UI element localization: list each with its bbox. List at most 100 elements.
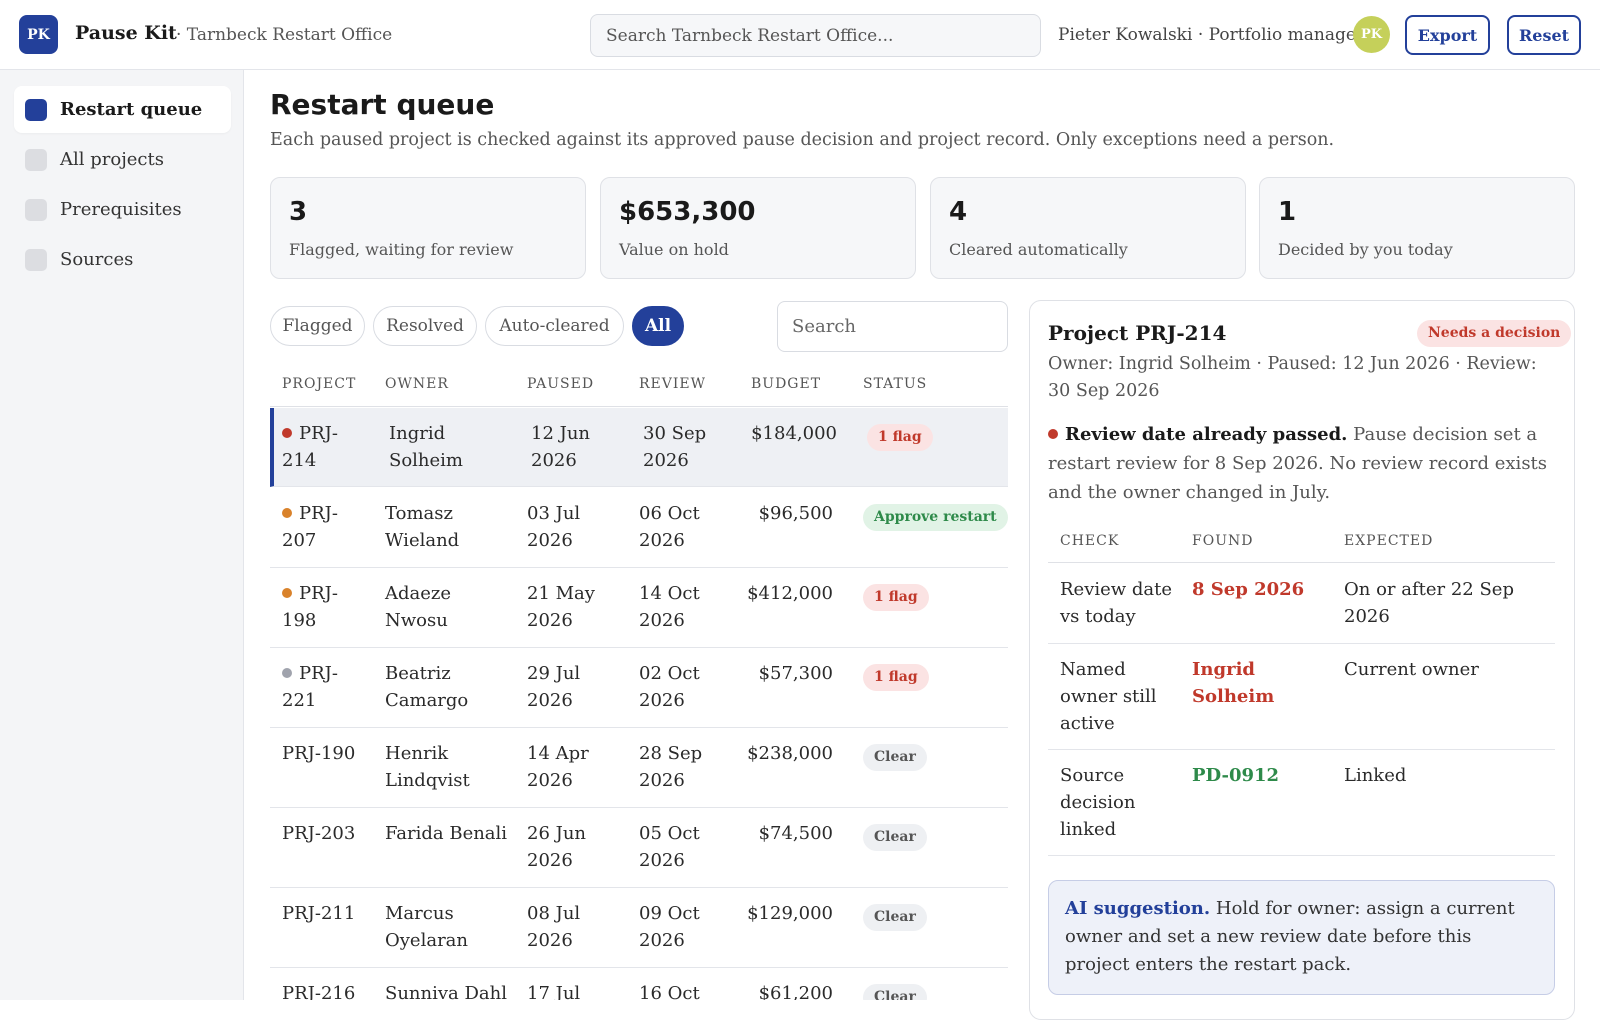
review-date: 30 Sep 2026 (643, 423, 707, 471)
column-header-check: CHECK (1060, 533, 1120, 549)
budget-value: $61,200 (758, 983, 833, 1000)
checks-table-header: CHECK FOUND EXPECTED (1048, 533, 1555, 563)
project-id: PRJ-221 (282, 663, 338, 711)
column-header-paused[interactable]: PAUSED (527, 376, 595, 392)
owner-name: Marcus Oyelaran (385, 903, 468, 951)
status-badge: 1 flag (867, 424, 933, 451)
table-row[interactable]: PRJ-216 Sunniva Dahl 17 Jul 16 Oct $61,2… (270, 968, 1008, 1000)
filter-chip-flagged[interactable]: Flagged (270, 306, 365, 346)
filter-chip-all[interactable]: All (632, 306, 684, 346)
app-name: Pause Kit (75, 22, 177, 44)
sidebar-item-label: Sources (60, 249, 134, 270)
stat-value: 4 (949, 197, 968, 227)
global-search-input[interactable] (590, 14, 1041, 57)
budget-value: $238,000 (747, 743, 833, 764)
alert-body: Pause decision set a restart review for … (1048, 424, 1548, 503)
review-date: 09 Oct 2026 (639, 903, 700, 951)
stat-label: Flagged, waiting for review (289, 240, 514, 259)
table-row[interactable]: PRJ-207 Tomasz Wieland 03 Jul 2026 06 Oc… (270, 488, 1008, 568)
column-header-owner[interactable]: OWNER (385, 376, 449, 392)
review-date: 02 Oct 2026 (639, 663, 700, 711)
stat-value: 1 (1278, 197, 1297, 227)
status-badge: Approve restart (863, 504, 1008, 531)
stat-value: $653,300 (619, 197, 756, 227)
status-badge: Clear (863, 984, 927, 1000)
column-header-review[interactable]: REVIEW (639, 376, 707, 392)
table-row[interactable]: PRJ-211 Marcus Oyelaran 08 Jul 2026 09 O… (270, 888, 1008, 968)
table-row[interactable]: PRJ-214 Ingrid Solheim 12 Jun 2026 30 Se… (270, 408, 1008, 487)
detail-title: Project PRJ-214 (1048, 321, 1227, 345)
table-row[interactable]: PRJ-203 Farida Benali 26 Jun 2026 05 Oct… (270, 808, 1008, 888)
ai-suggestion-label: AI suggestion. (1065, 898, 1211, 919)
decision-status-badge: Needs a decision (1417, 320, 1572, 347)
neutral-status-dot (282, 668, 292, 678)
app-logo[interactable]: PK (19, 15, 58, 54)
stat-card-flagged: 3 Flagged, waiting for review (270, 177, 586, 279)
status-badge: 1 flag (863, 584, 929, 611)
warning-status-dot (282, 588, 292, 598)
stat-card-decided: 1 Decided by you today (1259, 177, 1575, 279)
stat-card-value-on-hold: $653,300 Value on hold (600, 177, 916, 279)
stat-label: Cleared automatically (949, 240, 1128, 259)
column-header-budget[interactable]: BUDGET (751, 376, 822, 392)
sidebar-item-all-projects[interactable]: All projects (14, 136, 231, 183)
top-bar: PK Pause Kit · Tarnbeck Restart Office P… (0, 0, 1600, 70)
project-id: PRJ-214 (282, 423, 338, 471)
owner-name: Sunniva Dahl (385, 983, 508, 1000)
flag-status-dot (282, 428, 292, 438)
user-name: Pieter Kowalski · Portfolio manager (1058, 25, 1365, 45)
sidebar-item-label: Restart queue (60, 99, 203, 120)
sidebar-item-restart-queue[interactable]: Restart queue (14, 86, 231, 133)
restart-queue-icon (25, 98, 47, 121)
project-id: PRJ-190 (282, 743, 356, 764)
table-row[interactable]: PRJ-198 Adaeze Nwosu 21 May 2026 14 Oct … (270, 568, 1008, 648)
sidebar: Restart queue All projects Prerequisites… (0, 70, 244, 1000)
table-row[interactable]: PRJ-221 Beatriz Camargo 29 Jul 2026 02 O… (270, 648, 1008, 728)
owner-name: Beatriz Camargo (385, 663, 469, 711)
sidebar-item-label: All projects (60, 149, 164, 170)
paused-date: 29 Jul 2026 (527, 663, 581, 711)
review-date: 14 Oct 2026 (639, 583, 700, 631)
budget-value: $412,000 (747, 583, 833, 604)
status-badge: Clear (863, 824, 927, 851)
project-id: PRJ-211 (282, 903, 356, 924)
check-row: Named owner still active Ingrid Solheim … (1048, 644, 1555, 750)
warning-status-dot (282, 508, 292, 518)
alert-dot-icon (1048, 429, 1058, 439)
owner-name: Tomasz Wieland (385, 503, 460, 551)
source-decision-link[interactable]: PD-0912 (1192, 765, 1280, 786)
project-detail-panel: Project PRJ-214 Needs a decision Owner: … (1029, 300, 1575, 1020)
reset-button[interactable]: Reset (1507, 15, 1581, 55)
column-header-expected: EXPECTED (1344, 533, 1434, 549)
queue-search-input[interactable] (777, 301, 1008, 352)
detail-alert: Review date already passed. Pause decisi… (1048, 420, 1558, 507)
sidebar-item-prerequisites[interactable]: Prerequisites (14, 186, 231, 233)
review-date: 28 Sep 2026 (639, 743, 703, 791)
stat-label: Value on hold (619, 240, 729, 259)
sidebar-item-label: Prerequisites (60, 199, 182, 220)
paused-date: 08 Jul 2026 (527, 903, 581, 951)
paused-date: 14 Apr 2026 (527, 743, 589, 791)
status-badge: 1 flag (863, 664, 929, 691)
page-subtitle: Each paused project is checked against i… (270, 130, 1335, 150)
avatar[interactable]: PK (1353, 16, 1390, 53)
detail-meta: Owner: Ingrid Solheim · Paused: 12 Jun 2… (1048, 354, 1537, 401)
review-date: 16 Oct (639, 983, 700, 1000)
paused-date: 21 May 2026 (527, 583, 595, 631)
column-header-status[interactable]: STATUS (863, 376, 928, 392)
ai-suggestion-box: AI suggestion. Hold for owner: assign a … (1048, 880, 1555, 995)
status-badge: Clear (863, 904, 927, 931)
export-button[interactable]: Export (1405, 15, 1490, 55)
sidebar-item-sources[interactable]: Sources (14, 236, 231, 283)
filter-chip-resolved[interactable]: Resolved (373, 306, 477, 346)
project-id: PRJ-198 (282, 583, 338, 631)
column-header-project[interactable]: PROJECT (282, 376, 357, 392)
owner-name: Ingrid Solheim (389, 423, 463, 471)
workspace-name: · Tarnbeck Restart Office (176, 25, 393, 45)
check-row: Source decision linked PD-0912 Linked (1048, 750, 1555, 856)
filter-chip-auto-cleared[interactable]: Auto-cleared (485, 306, 624, 346)
check-found: Ingrid Solheim (1192, 659, 1275, 707)
all-projects-icon (25, 148, 47, 171)
table-row[interactable]: PRJ-190 Henrik Lindqvist 14 Apr 2026 28 … (270, 728, 1008, 808)
page-title: Restart queue (270, 88, 495, 121)
